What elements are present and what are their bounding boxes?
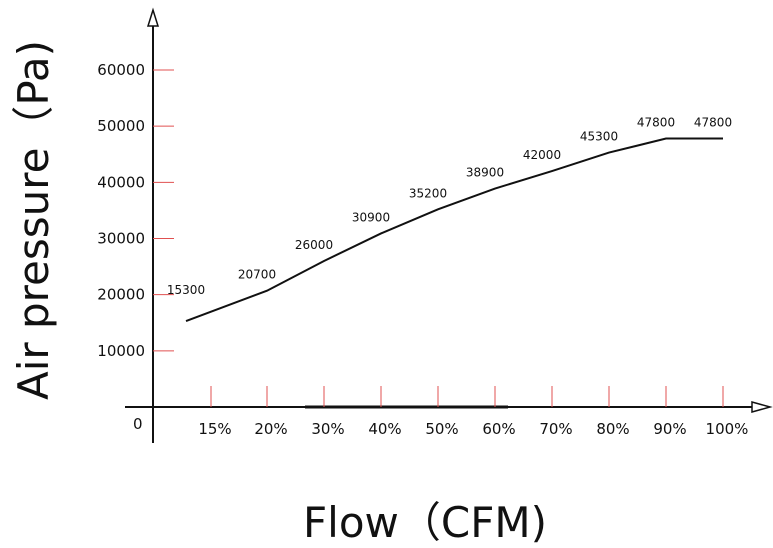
data-label: 38900 [466, 166, 504, 180]
y-axis-title: Air pressure（Pa) [9, 40, 58, 400]
y-tick-label: 10000 [97, 342, 145, 360]
data-label: 45300 [580, 130, 618, 144]
y-tick-label: 50000 [97, 117, 145, 135]
y-tick-label: 40000 [97, 173, 145, 191]
data-label: 47800 [694, 116, 732, 130]
data-label: 20700 [238, 268, 276, 282]
data-label: 15300 [167, 283, 205, 297]
x-tick-label: 50% [425, 420, 458, 438]
y-tick-label: 30000 [97, 230, 145, 248]
data-label: 35200 [409, 186, 447, 200]
x-tick-label: 100% [706, 420, 749, 438]
y-tick-label: 20000 [97, 286, 145, 304]
series-line [185, 137, 723, 323]
x-tick-label: 60% [482, 420, 515, 438]
data-label: 47800 [637, 116, 675, 130]
origin-label: 0 [133, 415, 143, 433]
x-axis-title: Flow（CFM) [303, 498, 547, 547]
data-label: 26000 [295, 238, 333, 252]
x-axis-arrow [751, 401, 773, 413]
x-tick-label: 15% [198, 420, 231, 438]
x-tick-label: 80% [596, 420, 629, 438]
x-tick-label: 40% [368, 420, 401, 438]
x-tick-label: 90% [653, 420, 686, 438]
y-axis-arrow [146, 7, 160, 27]
y-tick-label: 60000 [97, 61, 145, 79]
x-tick-label: 20% [254, 420, 287, 438]
data-label: 30900 [352, 210, 390, 224]
x-tick-label: 70% [539, 420, 572, 438]
data-label: 42000 [523, 148, 561, 162]
x-tick-label: 30% [311, 420, 344, 438]
